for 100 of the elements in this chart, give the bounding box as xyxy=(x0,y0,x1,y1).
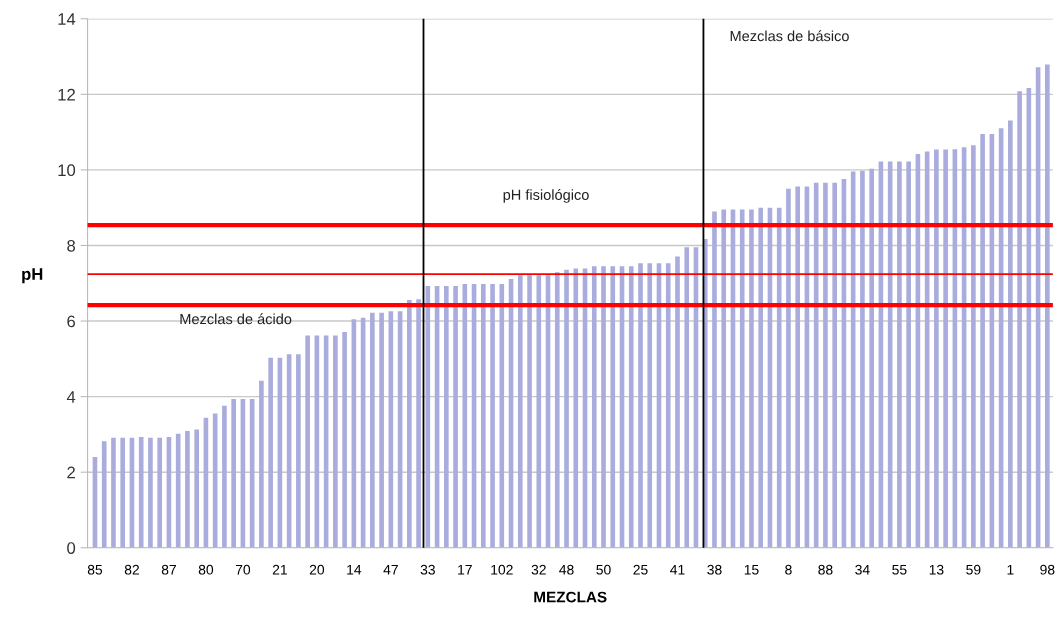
bar xyxy=(721,209,727,548)
bar xyxy=(823,182,828,548)
x-axis-title: MEZCLAS xyxy=(534,591,607,603)
annotation: pH fisiológico xyxy=(503,189,589,203)
x-tick-label: 17 xyxy=(458,564,472,575)
bar xyxy=(333,335,338,548)
bar xyxy=(444,285,449,548)
y-tick-label: 6 xyxy=(67,315,76,328)
y-tick-label: 8 xyxy=(67,239,76,252)
bar xyxy=(1017,91,1022,548)
x-tick-label: 34 xyxy=(855,564,870,575)
bar xyxy=(869,168,874,548)
bar xyxy=(1008,120,1013,548)
bar xyxy=(185,431,190,548)
bar xyxy=(675,256,680,548)
annotation: Mezclas de ácido xyxy=(180,313,292,325)
bar xyxy=(517,275,523,548)
x-tick-label: 8 xyxy=(785,564,792,575)
bar xyxy=(536,275,542,548)
bar xyxy=(148,437,153,548)
bar xyxy=(342,332,347,548)
x-tick-label: 70 xyxy=(235,564,251,575)
x-tick-label: 1 xyxy=(1007,564,1014,575)
bar xyxy=(980,134,985,548)
x-tick-label: 98 xyxy=(1040,564,1055,575)
bar xyxy=(758,207,764,548)
bar xyxy=(573,268,579,548)
bar xyxy=(259,380,264,548)
x-tick-label: 20 xyxy=(309,564,325,575)
bar xyxy=(934,149,939,548)
x-tick-label: 25 xyxy=(633,564,648,575)
x-tick-label: 13 xyxy=(929,564,944,575)
bar xyxy=(906,161,911,548)
x-tick-label: 80 xyxy=(198,564,214,575)
bar xyxy=(786,188,791,548)
bar xyxy=(1045,64,1050,548)
bar xyxy=(370,312,375,548)
bar xyxy=(832,182,837,548)
bar xyxy=(407,299,412,548)
y-tick-label: 0 xyxy=(67,542,76,554)
bar xyxy=(943,149,948,548)
bar xyxy=(194,429,199,548)
y-tick-label: 2 xyxy=(67,466,75,479)
bar xyxy=(638,263,643,548)
x-tick-label: 82 xyxy=(124,564,139,575)
x-tick-label: 85 xyxy=(87,564,103,575)
bar xyxy=(268,357,273,548)
x-tick-label: 33 xyxy=(420,564,435,575)
annotation: Mezclas de básico xyxy=(730,30,849,42)
bar xyxy=(222,405,227,548)
bar xyxy=(120,437,126,548)
bar xyxy=(665,263,671,548)
x-tick-label: 38 xyxy=(707,564,722,575)
x-tick-label: 102 xyxy=(491,564,513,575)
bar xyxy=(591,266,597,548)
bar xyxy=(739,209,745,548)
bar xyxy=(490,284,495,548)
x-tick-label: 14 xyxy=(347,564,362,575)
x-tick-label: 50 xyxy=(596,564,611,575)
bar xyxy=(379,312,384,548)
x-tick-label: 48 xyxy=(559,564,574,575)
bar xyxy=(749,209,754,548)
bar xyxy=(138,437,144,548)
y-tick-label: 10 xyxy=(58,164,76,177)
y-tick-label: 14 xyxy=(58,13,76,25)
bar xyxy=(416,299,421,548)
x-tick-label: 55 xyxy=(892,564,907,575)
bar xyxy=(684,247,690,548)
bar xyxy=(971,145,976,548)
bar xyxy=(111,437,116,548)
bar xyxy=(157,437,162,548)
bar xyxy=(860,170,865,548)
bar xyxy=(101,441,107,548)
y-tick-label: 12 xyxy=(58,88,75,101)
bar xyxy=(647,263,653,548)
bar xyxy=(453,285,458,548)
x-tick-label: 47 xyxy=(383,564,398,575)
bar xyxy=(628,266,634,548)
x-tick-label: 41 xyxy=(670,564,685,575)
y-tick-label: 4 xyxy=(66,391,76,403)
bar xyxy=(296,354,301,548)
bar xyxy=(610,266,616,548)
bar xyxy=(564,269,569,548)
x-tick-label: 15 xyxy=(744,564,759,575)
bar xyxy=(231,398,236,548)
bar xyxy=(601,266,606,548)
x-tick-label: 21 xyxy=(272,564,287,575)
x-tick-label: 87 xyxy=(161,564,176,575)
bar xyxy=(712,211,717,548)
x-tick-label: 59 xyxy=(966,564,981,575)
x-tick-label: 32 xyxy=(531,564,546,575)
x-tick-label: 88 xyxy=(818,564,833,575)
y-axis-title: pH xyxy=(22,268,43,284)
bar xyxy=(305,335,310,548)
bar xyxy=(554,272,560,548)
bar xyxy=(795,186,800,548)
bar xyxy=(527,275,532,548)
bar xyxy=(499,284,505,548)
bar xyxy=(897,161,902,548)
bar xyxy=(776,207,782,548)
